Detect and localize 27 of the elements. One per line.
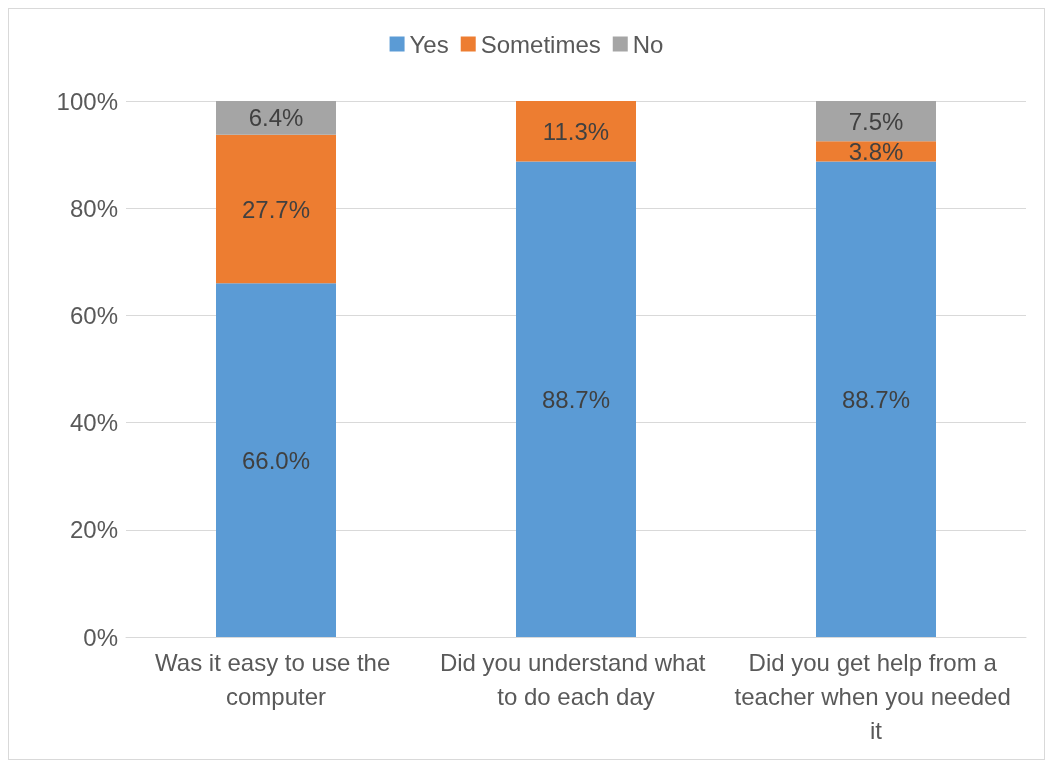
legend-label: Yes	[409, 30, 449, 58]
y-tick-label: 0%	[83, 623, 118, 651]
data-label: 66.0%	[241, 446, 311, 474]
bar	[516, 101, 636, 162]
data-label: 27.7%	[241, 195, 311, 223]
y-tick-label: 20%	[69, 516, 118, 544]
bar	[816, 101, 936, 142]
data-label: 88.7%	[841, 385, 911, 413]
y-tick-label: 40%	[69, 409, 118, 437]
bar	[516, 161, 636, 637]
data-label: 11.3%	[542, 117, 610, 145]
data-label: 6.4%	[248, 104, 304, 132]
y-tick-label: 100%	[56, 87, 118, 115]
legend-label: No	[632, 30, 664, 58]
data-label: 3.8%	[848, 137, 904, 165]
legend-label: Sometimes	[480, 30, 601, 58]
bar	[216, 134, 336, 284]
y-tick-label: 80%	[69, 194, 118, 222]
bar	[216, 283, 336, 637]
bar	[216, 101, 336, 135]
x-tick-label: Did you get help from a teacher when you needed it	[734, 648, 1018, 744]
data-label: 7.5%	[848, 107, 904, 135]
x-tick-label: Did you understand what to do each day	[439, 648, 713, 710]
x-tick-label: Was it easy to use the computer	[155, 648, 397, 710]
data-label: 88.7%	[541, 385, 611, 413]
bar	[816, 161, 936, 637]
y-tick-label: 60%	[69, 301, 118, 329]
